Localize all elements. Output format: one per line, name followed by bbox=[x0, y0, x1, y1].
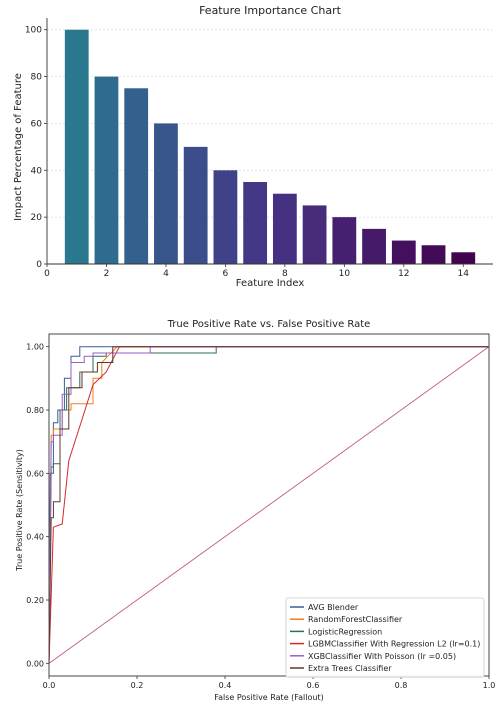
roc-chart-lines bbox=[48, 346, 490, 664]
bar-x-tick-label: 10 bbox=[339, 269, 351, 279]
feature-importance-chart: Feature Importance Chart 0 20 40 60 80 100 0 2 4… bbox=[13, 4, 493, 289]
roc-x-tick-label: 0.6 bbox=[307, 681, 320, 690]
bar-feature-4 bbox=[154, 123, 178, 264]
bar-feature-10 bbox=[332, 217, 357, 264]
bar-y-tick-label: 60 bbox=[31, 119, 43, 129]
bar-feature-8 bbox=[272, 193, 297, 264]
roc-chart-frame bbox=[48, 333, 490, 677]
bar-x-tick-label: 8 bbox=[282, 269, 288, 279]
bar-feature-11 bbox=[362, 228, 386, 264]
roc-x-tick-label: 0.2 bbox=[131, 681, 144, 690]
roc-legend-entry: Extra Trees Classifier bbox=[308, 664, 392, 673]
bar-feature-12 bbox=[391, 240, 416, 264]
bar-x-tick-label: 12 bbox=[398, 269, 409, 279]
roc-series-line-4 bbox=[48, 346, 489, 664]
bar-chart-ticks: 0 20 40 60 80 100 0 2 4 6 8 10 12 14 bbox=[25, 26, 469, 279]
roc-chart-x-axis-label: False Positive Rate (Fallout) bbox=[214, 693, 323, 702]
roc-x-tick-label: 0.4 bbox=[219, 681, 232, 690]
bar-feature-1 bbox=[64, 29, 89, 265]
roc-y-tick-label: 0.00 bbox=[26, 659, 44, 668]
bar-feature-5 bbox=[183, 146, 208, 264]
roc-chart-title: True Positive Rate vs. False Positive Ra… bbox=[167, 319, 371, 330]
roc-y-tick-label: 0.40 bbox=[26, 533, 44, 542]
roc-series-line-3 bbox=[48, 346, 489, 664]
bar-y-tick-label: 40 bbox=[31, 166, 43, 176]
bar-x-tick-label: 6 bbox=[223, 269, 229, 279]
roc-y-tick-label: 1.00 bbox=[26, 343, 44, 352]
roc-legend-box bbox=[285, 597, 485, 678]
roc-series-line-1 bbox=[48, 346, 489, 664]
bar-x-tick-label: 4 bbox=[163, 269, 169, 279]
bar-chart-axes bbox=[46, 18, 493, 265]
bar-y-tick-label: 0 bbox=[36, 260, 42, 270]
bar-feature-6 bbox=[213, 170, 238, 264]
bar-x-tick-label: 2 bbox=[104, 269, 110, 279]
bar-feature-9 bbox=[302, 205, 327, 264]
roc-chart: True Positive Rate vs. False Positive Ra… bbox=[15, 319, 495, 702]
bar-chart-x-axis-label: Feature Index bbox=[236, 278, 305, 289]
roc-legend-entry: AVG Blender bbox=[308, 603, 359, 612]
bar-y-tick-label: 20 bbox=[31, 213, 43, 223]
roc-series-line-5 bbox=[48, 346, 489, 664]
roc-legend-entry: RandomForestClassifier bbox=[308, 615, 403, 624]
bar-feature-7 bbox=[243, 182, 268, 264]
roc-legend-entry: LGBMClassifier With Regression L2 (lr=0.… bbox=[308, 640, 480, 649]
bar-x-tick-label: 0 bbox=[44, 269, 50, 279]
roc-reference-diagonal bbox=[48, 346, 490, 664]
bar-chart-bars bbox=[64, 29, 476, 265]
bar-chart-y-axis-label: Impact Percentage of Feature bbox=[13, 73, 24, 221]
bar-feature-3 bbox=[124, 88, 149, 265]
roc-chart-legend: AVG Blender RandomForestClassifier Logisti… bbox=[285, 597, 485, 678]
roc-plot-frame bbox=[48, 333, 490, 677]
bar-feature-2 bbox=[94, 76, 119, 264]
bar-y-tick-label: 100 bbox=[25, 26, 42, 36]
bar-feature-13 bbox=[421, 245, 446, 264]
roc-y-tick-label: 0.60 bbox=[26, 469, 44, 478]
roc-x-tick-label: 0.8 bbox=[395, 681, 408, 690]
roc-chart-ticks: 0.00 0.20 0.40 0.60 0.80 1.00 0.0 0.2 0.4 0.6 0.8 1… bbox=[26, 343, 495, 690]
bar-x-tick-label: 14 bbox=[458, 269, 470, 279]
roc-y-tick-label: 0.20 bbox=[26, 596, 44, 605]
roc-y-tick-label: 0.80 bbox=[26, 406, 44, 415]
roc-x-tick-label: 1.0 bbox=[483, 681, 496, 690]
bar-chart-title: Feature Importance Chart bbox=[199, 4, 342, 17]
roc-legend-entry: XGBClassifier With Poisson (lr =0.05) bbox=[308, 652, 456, 661]
roc-chart-y-axis-label: True Positive Rate (Sensitivity) bbox=[15, 449, 24, 572]
roc-x-tick-label: 0.0 bbox=[43, 681, 56, 690]
bar-feature-14 bbox=[451, 252, 476, 264]
roc-legend-entry: LogisticRegression bbox=[308, 627, 382, 636]
bar-y-tick-label: 80 bbox=[31, 73, 43, 83]
